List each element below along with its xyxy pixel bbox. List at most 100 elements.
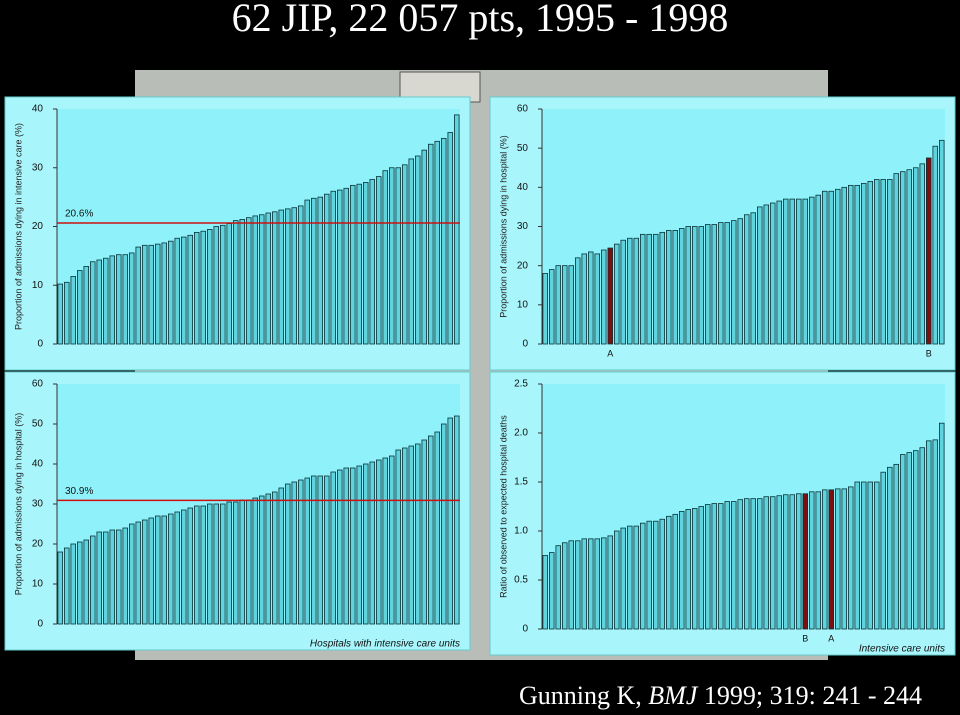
y-tick-label: 0 bbox=[522, 624, 528, 635]
bar bbox=[828, 190, 834, 345]
bar bbox=[789, 198, 795, 345]
bar bbox=[246, 499, 252, 625]
bar bbox=[581, 538, 587, 630]
bar bbox=[588, 251, 594, 345]
bar bbox=[640, 522, 646, 630]
y-tick-label: 40 bbox=[517, 182, 529, 193]
bar bbox=[646, 233, 652, 345]
bar bbox=[607, 247, 613, 345]
bar bbox=[809, 491, 815, 630]
bar bbox=[848, 184, 854, 345]
bar bbox=[627, 237, 633, 345]
bar bbox=[867, 181, 873, 345]
bar bbox=[64, 547, 70, 625]
bar bbox=[542, 273, 548, 345]
x-tick-label: A bbox=[607, 348, 613, 358]
bar bbox=[926, 440, 932, 630]
y-tick-label: 20 bbox=[517, 260, 529, 271]
bar bbox=[382, 170, 388, 345]
bar bbox=[356, 183, 362, 345]
bar bbox=[116, 254, 122, 345]
bar bbox=[181, 236, 187, 345]
bar bbox=[213, 503, 219, 625]
citation: Gunning K, BMJ 1999; 319: 241 - 244 bbox=[519, 681, 922, 710]
y-tick-label: 1.5 bbox=[514, 477, 528, 488]
bar bbox=[168, 513, 174, 625]
bar bbox=[770, 202, 776, 345]
x-tick-label: B bbox=[926, 348, 932, 358]
y-tick-label: 2.5 bbox=[514, 379, 528, 390]
bar bbox=[278, 487, 284, 625]
bar bbox=[588, 538, 594, 630]
bar bbox=[220, 224, 226, 345]
bar bbox=[653, 520, 659, 630]
bar bbox=[783, 494, 789, 630]
bar bbox=[103, 531, 109, 625]
bar bbox=[194, 231, 200, 345]
bar bbox=[96, 531, 102, 625]
bar bbox=[337, 189, 343, 345]
y-tick-label: 20 bbox=[32, 221, 44, 232]
bar bbox=[776, 495, 782, 630]
bar bbox=[369, 461, 375, 625]
bar bbox=[711, 224, 717, 345]
bar bbox=[828, 489, 834, 630]
bar bbox=[880, 471, 886, 630]
bar bbox=[447, 417, 453, 625]
bar bbox=[395, 449, 401, 625]
y-tick-label: 30 bbox=[32, 162, 44, 173]
bar bbox=[402, 164, 408, 345]
bar bbox=[731, 501, 737, 630]
bar bbox=[298, 479, 304, 625]
bar bbox=[181, 509, 187, 625]
bar bbox=[919, 447, 925, 630]
bar bbox=[129, 252, 135, 345]
bar bbox=[389, 167, 395, 345]
bar bbox=[200, 230, 206, 345]
bar bbox=[174, 237, 180, 345]
bar bbox=[900, 171, 906, 345]
bar bbox=[705, 224, 711, 345]
bar bbox=[692, 226, 698, 345]
bar bbox=[350, 184, 356, 345]
y-tick-label: 0 bbox=[37, 339, 43, 350]
bar bbox=[356, 465, 362, 625]
bar bbox=[614, 243, 620, 345]
bar bbox=[932, 439, 938, 630]
bar bbox=[835, 188, 841, 345]
y-tick-label: 0.5 bbox=[514, 575, 528, 586]
bar bbox=[259, 214, 265, 345]
bar bbox=[731, 220, 737, 345]
x-tick-label: A bbox=[828, 633, 834, 643]
bar bbox=[724, 222, 730, 345]
bar bbox=[148, 244, 154, 345]
bar bbox=[434, 140, 440, 345]
bar bbox=[893, 173, 899, 345]
bar bbox=[614, 530, 620, 630]
bar bbox=[259, 495, 265, 625]
bar bbox=[77, 541, 83, 625]
bar bbox=[389, 455, 395, 625]
bar bbox=[90, 535, 96, 625]
bar bbox=[815, 194, 821, 345]
bar bbox=[750, 212, 756, 345]
bar bbox=[575, 257, 581, 345]
bar bbox=[659, 518, 665, 630]
bar bbox=[155, 515, 161, 625]
bar bbox=[685, 226, 691, 345]
bar bbox=[633, 237, 639, 345]
bar bbox=[77, 270, 83, 345]
bar bbox=[142, 244, 148, 345]
bar bbox=[421, 149, 427, 345]
bar bbox=[698, 226, 704, 345]
bar bbox=[428, 435, 434, 625]
x-tick-label: B bbox=[802, 633, 808, 643]
bar bbox=[679, 228, 685, 345]
bar bbox=[363, 182, 369, 345]
bar bbox=[382, 457, 388, 625]
bar bbox=[763, 496, 769, 630]
bar bbox=[666, 515, 672, 630]
bar bbox=[861, 481, 867, 630]
bar bbox=[311, 475, 317, 625]
bar bbox=[330, 190, 336, 345]
